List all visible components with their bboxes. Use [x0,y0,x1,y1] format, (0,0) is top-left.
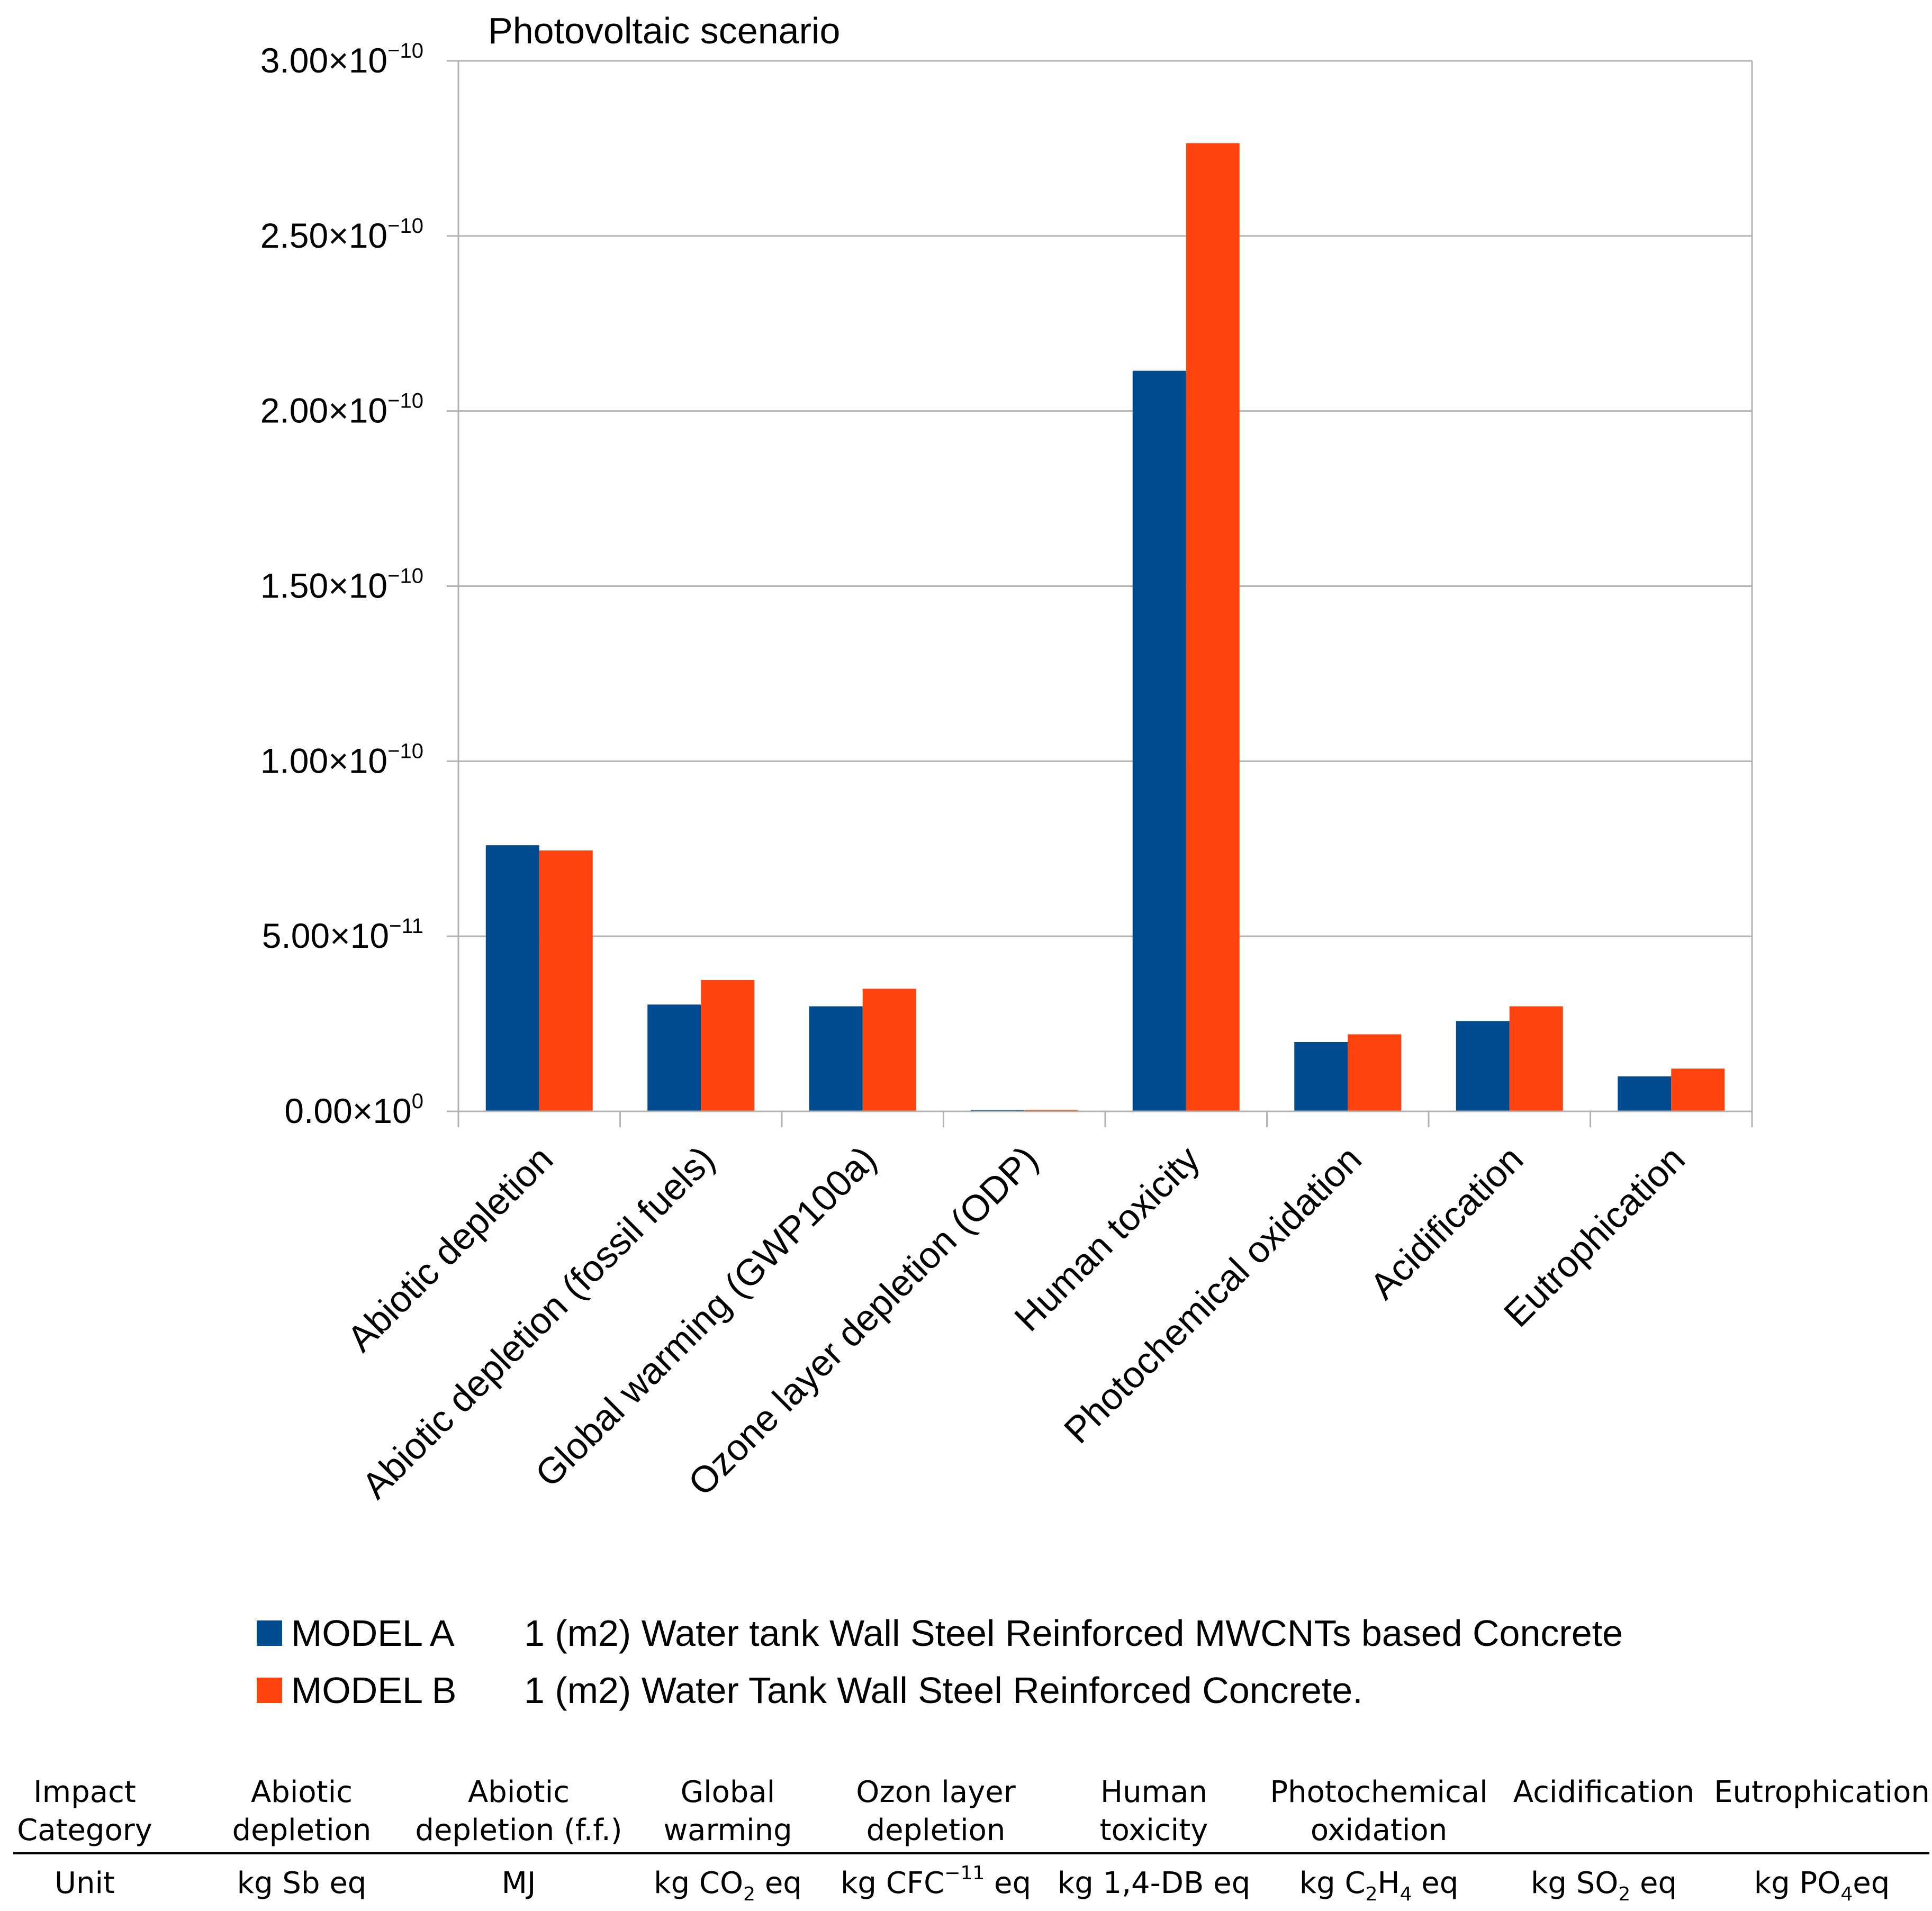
bar-model-a [1132,370,1186,1112]
table-unit-cell: kg 1,4-DB eq [1058,1866,1250,1900]
bar-model-b [1186,143,1240,1111]
bar-model-a [1618,1076,1672,1111]
bar-model-b [701,980,755,1111]
y-tick-label: 1.50×10−10 [260,565,423,605]
bar-model-b [1509,1006,1563,1111]
chart-title: Photovoltaic scenario [488,10,840,51]
bars [485,143,1725,1112]
bar-model-b [539,850,593,1111]
legend-series-description: 1 (m2) Water tank Wall Steel Reinforced … [524,1613,1623,1654]
bar-model-a [809,1006,863,1111]
table-header-cell: Acidification [1513,1775,1694,1809]
table-unit-cell: Unit [55,1866,115,1900]
legend-series-name: MODEL A [291,1613,455,1654]
x-category-label: Ozone layer depletion (ODP) [680,1138,1046,1504]
table-unit-cell: MJ [502,1866,536,1900]
y-tick-label: 2.00×10−10 [260,390,423,430]
y-tick-label: 0.00×100 [284,1090,423,1130]
bar-model-a [1456,1021,1510,1111]
table-header-cell: Human toxicity [1100,1775,1208,1847]
impact-table: Impact Category Abiotic depletion Abiotic dep… [13,1775,1930,1905]
y-tick-label: 1.00×10−10 [260,739,423,780]
x-category-label: Photochemical oxidation [1056,1138,1369,1451]
table-header-cell: Impact Category [17,1775,152,1847]
axes [447,60,1753,1127]
y-tick-labels: 0.00×100 5.00×10−11 1.00×10−10 1.50×10−10 2.… [260,39,423,1130]
y-tick-label: 2.50×10−10 [260,214,423,255]
bar-model-a [1294,1041,1348,1111]
table-header-cell: Photochemical oxidation [1270,1775,1487,1847]
table-header-cell: Global warming [663,1775,792,1847]
table-unit-cell: kg CFC−11 eq [841,1862,1031,1900]
gridlines [458,60,1752,937]
legend: MODEL A 1 (m2) Water tank Wall Steel Rein… [257,1613,1623,1711]
legend-swatch [257,1678,282,1703]
legend-series-name: MODEL B [291,1670,456,1711]
table-header-cell: Ozon layer depletion [856,1775,1016,1847]
bar-model-a [647,1004,701,1111]
legend-swatch [257,1620,282,1646]
table-unit-cell: kg Sb eq [237,1866,367,1900]
bar-model-b [1671,1068,1725,1111]
table-unit-cell: kg C2H4 eq [1299,1866,1459,1905]
y-tick-label: 3.00×10−10 [260,39,423,80]
table-header-cell: Abiotic depletion (f.f.) [415,1775,622,1847]
bar-model-a [485,845,539,1111]
y-tick-label: 5.00×10−11 [262,914,423,955]
bar-model-b [862,989,916,1111]
table-unit-cell: kg SO2 eq [1531,1866,1677,1905]
x-category-label: Acidification [1362,1138,1531,1307]
table-unit-cell: kg PO4eq [1754,1866,1890,1905]
x-category-label: Global warming (GWP100a) [527,1138,884,1495]
bar-model-b [1348,1034,1402,1111]
table-header-cell: Eutrophication [1714,1775,1930,1809]
x-category-label: Abiotic depletion (fossil fuels) [354,1138,723,1506]
table-unit-cell: kg CO2 eq [654,1866,802,1905]
table-header-cell: Abiotic depletion [232,1775,372,1847]
legend-series-description: 1 (m2) Water Tank Wall Steel Reinforced … [524,1670,1363,1711]
